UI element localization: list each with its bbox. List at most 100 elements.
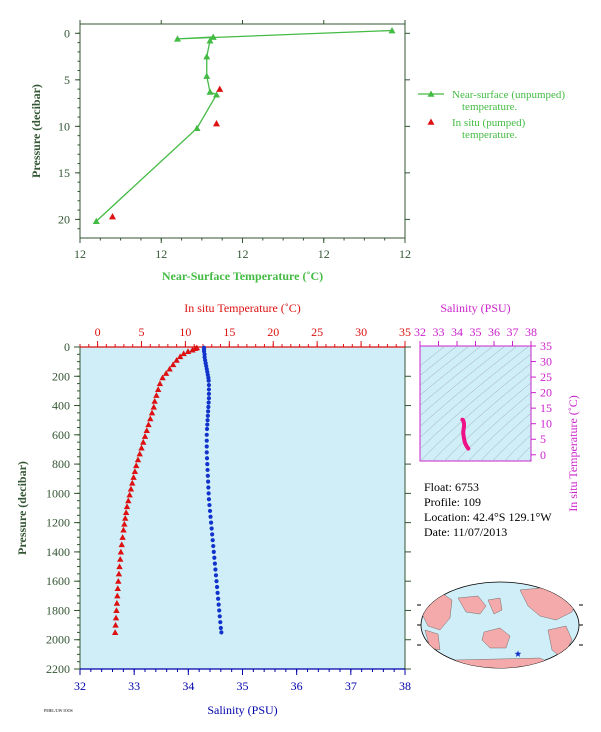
legend-label-near-surface: Near-surface (unpumped) <box>452 89 565 101</box>
temperature-point <box>138 444 145 451</box>
near-surface-point <box>193 124 201 132</box>
near-surface-point <box>92 217 100 225</box>
temperature-point <box>156 380 164 387</box>
temperature-point <box>140 438 147 445</box>
near-surface-point <box>203 72 211 79</box>
bottom-axis-label: Salinity (PSU) <box>207 703 277 717</box>
bottom-tick-label: 35 <box>237 679 249 693</box>
density-contour <box>420 346 446 367</box>
y-tick-label: 1600 <box>46 574 70 588</box>
temperature-point <box>151 397 158 404</box>
temperature-point <box>176 353 184 360</box>
temperature-point <box>133 462 140 469</box>
salinity-point <box>206 491 211 496</box>
top-tick-label: 20 <box>267 325 279 339</box>
in-situ-point <box>213 120 220 127</box>
density-contour <box>420 353 531 450</box>
salinity-point <box>204 456 210 461</box>
bottom-tick-label: 38 <box>399 679 411 693</box>
salinity-point <box>206 387 212 392</box>
temperature-point <box>121 520 128 527</box>
salinity-point <box>216 596 221 601</box>
temperature-point <box>118 541 125 548</box>
near-surface-line <box>95 29 393 222</box>
temperature-point <box>150 403 157 410</box>
map-continent <box>487 597 503 615</box>
footer-credit: PMEL/UW IOOS <box>44 708 73 713</box>
ts-y-axis-label: In situ Temperature (˚C) <box>566 395 580 512</box>
temperature-point <box>141 433 149 439</box>
near-surface-point <box>388 27 396 34</box>
x-tick-label: 12 <box>318 247 330 261</box>
temperature-point <box>115 577 122 584</box>
y-tick-label: 1400 <box>46 545 70 559</box>
salinity-point <box>205 422 210 427</box>
salinity-point <box>212 561 217 566</box>
salinity-point <box>210 538 215 543</box>
top-tick-label: 0 <box>95 325 101 339</box>
near-surface-point <box>213 91 220 98</box>
ts-contours <box>420 346 531 461</box>
map-continent <box>449 657 561 668</box>
salinity-point <box>214 579 219 584</box>
density-contour <box>420 346 494 406</box>
temperature-point <box>180 350 187 357</box>
y-tick-label: 2200 <box>46 662 70 676</box>
y-tick-label: 1000 <box>46 486 70 500</box>
temperature-point <box>184 348 192 354</box>
ts-y-tick-label: 10 <box>540 417 552 431</box>
map-continent <box>424 629 441 651</box>
temperature-point <box>148 409 156 416</box>
ts-x-tick-label: 34 <box>451 325 463 339</box>
x-axis-label: Near-Surface Temperature (˚C) <box>162 269 323 283</box>
y-tick-label: 600 <box>52 428 70 442</box>
top-tick-label: 5 <box>138 325 144 339</box>
salinity-point <box>212 555 217 560</box>
temperature-point <box>116 563 123 570</box>
near-surface-point <box>209 33 217 40</box>
density-contour <box>420 346 458 376</box>
profile-chart: 0 5 10 15 20 25 30 35 In situ Temperature (˚C) 32… <box>15 301 411 717</box>
near-surface-legend: Near-surface (unpumped)temperature.In si… <box>418 89 565 141</box>
density-contour <box>420 346 530 438</box>
near-surface-point <box>203 53 211 60</box>
density-contour <box>420 346 506 417</box>
ts-plot-area <box>419 345 532 462</box>
temperature-point <box>113 599 121 606</box>
top-tick-label: 15 <box>223 325 235 339</box>
bottom-tick-label: 33 <box>128 679 140 693</box>
top-tick-label: 10 <box>179 325 191 339</box>
temperature-point <box>111 629 119 635</box>
salinity-point <box>206 485 211 490</box>
ts-x-tick-label: 33 <box>433 325 445 339</box>
y-tick-label: 800 <box>52 457 70 471</box>
density-contour <box>516 445 531 461</box>
temperature-point <box>129 479 136 486</box>
density-contour <box>420 346 518 427</box>
salinity-point <box>206 497 212 502</box>
y-tick-label: 2000 <box>46 633 70 647</box>
density-contour <box>468 402 531 461</box>
density-contour <box>444 382 531 461</box>
salinity-point <box>206 396 212 401</box>
density-contour <box>420 346 470 386</box>
ts-y-tick-label: 35 <box>540 339 552 353</box>
ts-x-tick-label: 37 <box>507 325 519 339</box>
ts-y-tick-label: 20 <box>540 386 552 400</box>
salinity-point <box>211 549 216 555</box>
bottom-tick-label: 34 <box>182 679 194 693</box>
salinity-point <box>205 418 210 423</box>
salinity-point <box>206 479 211 484</box>
salinity-point <box>207 508 213 514</box>
map-continent <box>481 627 511 649</box>
near-surface-frame <box>79 23 406 239</box>
salinity-point <box>218 620 223 625</box>
temperature-point <box>166 365 173 372</box>
top-tick-label: 25 <box>311 325 323 339</box>
profile-number: Profile: 109 <box>424 495 481 509</box>
salinity-point <box>218 625 223 631</box>
density-contour <box>504 434 531 461</box>
salinity-point <box>204 450 209 455</box>
legend-marker-in-situ <box>427 118 435 125</box>
